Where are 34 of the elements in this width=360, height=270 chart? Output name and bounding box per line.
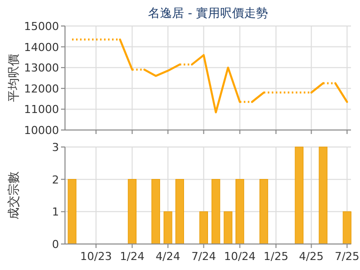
y-tick-label: 1	[52, 206, 59, 219]
bar	[318, 146, 328, 244]
y-tick-label: 13000	[24, 62, 59, 75]
bar	[68, 179, 76, 244]
y-tick-label: 3	[52, 141, 59, 154]
x-tick-label: 4/24	[156, 250, 180, 263]
x-tick-label: 7/25	[334, 250, 360, 263]
x-tick-label: 1/25	[264, 250, 288, 263]
y-tick-label: 0	[52, 238, 59, 251]
x-tick-label: 7/24	[191, 250, 216, 263]
bar	[342, 211, 352, 244]
x-tick-label: 1/24	[120, 250, 145, 263]
bar	[175, 179, 184, 244]
y-axis-title: 平均呎價	[6, 54, 20, 102]
x-tick-label: 10/24	[224, 250, 256, 263]
bar	[259, 179, 268, 244]
y-tick-label: 14000	[24, 40, 59, 54]
bar	[212, 179, 220, 244]
bar	[128, 179, 136, 244]
y-tick-label: 15000	[24, 20, 59, 33]
y-axis-title: 成交宗數	[6, 172, 20, 220]
y-tick-label: 12000	[24, 82, 59, 96]
bar	[224, 211, 232, 244]
bar	[236, 179, 244, 244]
x-tick-label: 10/23	[80, 250, 112, 263]
y-tick-label: 2	[52, 173, 59, 186]
bar	[151, 179, 160, 244]
bar	[294, 146, 304, 244]
y-tick-label: 11000	[24, 103, 59, 116]
bar	[199, 211, 208, 244]
y-tick-label: 10000	[24, 124, 59, 137]
bar	[164, 211, 172, 244]
x-tick-label: 4/25	[298, 250, 324, 263]
chart-title: 名逸居 - 實用呎價走勢	[148, 6, 268, 20]
